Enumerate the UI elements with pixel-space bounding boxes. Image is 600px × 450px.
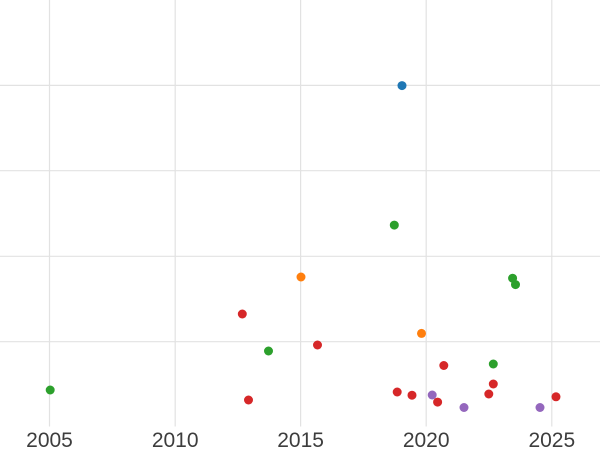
svg-text:2005: 2005	[26, 429, 73, 450]
svg-text:2020: 2020	[403, 429, 450, 450]
svg-text:2025: 2025	[528, 429, 575, 450]
svg-text:2010: 2010	[152, 429, 199, 450]
svg-text:2015: 2015	[277, 429, 324, 450]
